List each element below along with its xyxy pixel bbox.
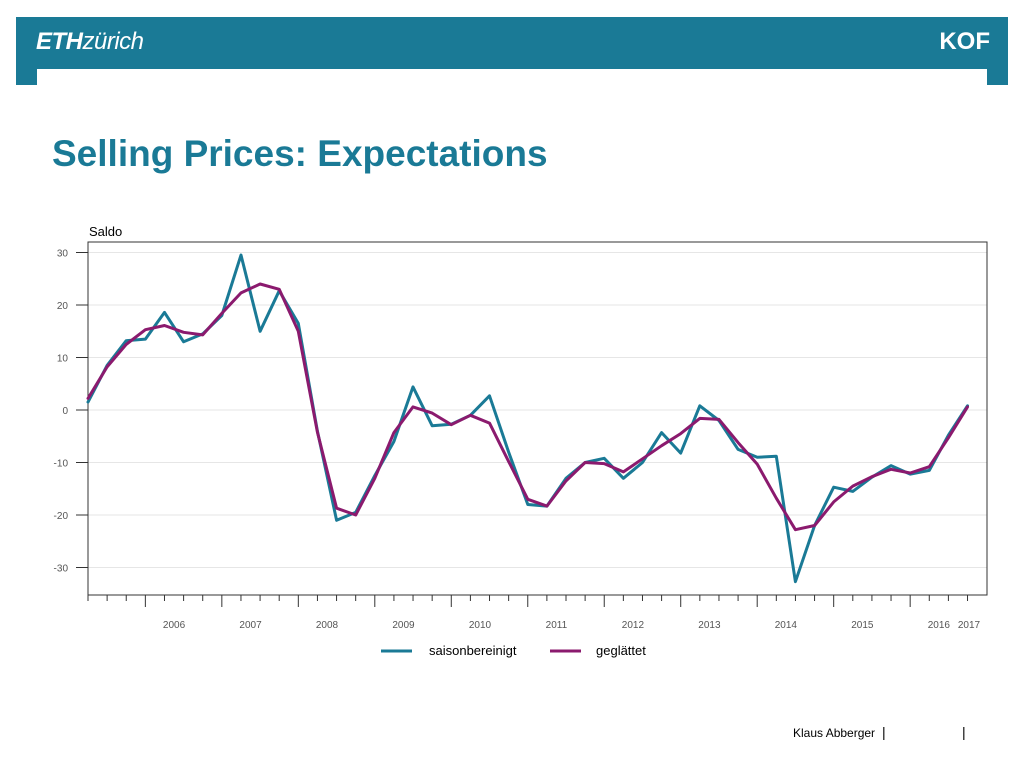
y-tick-label: 10 <box>57 354 69 365</box>
y-axis-label: Saldo <box>89 224 122 239</box>
page-title: Selling Prices: Expectations <box>52 133 548 174</box>
y-tick-label: 20 <box>57 301 69 312</box>
footer-separator-right: | <box>962 724 966 740</box>
y-tick-label: -20 <box>54 511 69 522</box>
logo-eth-bold: ETH <box>36 28 83 55</box>
header-corner-left <box>16 69 37 85</box>
series-line-geglaettet <box>86 282 969 532</box>
footer-separator: | <box>882 724 886 740</box>
y-tick-label: -30 <box>54 564 69 575</box>
x-tick-label: 2013 <box>698 620 721 631</box>
x-tick-label: 2017 <box>958 620 981 631</box>
x-tick-label: 2016 <box>928 620 951 631</box>
footer-author: Klaus Abberger <box>793 726 876 740</box>
legend-label: saisonbereinigt <box>429 643 517 658</box>
header-bar <box>16 17 1008 69</box>
series-line-saisonbereinigt <box>86 253 969 584</box>
x-tick-label: 2012 <box>622 620 645 631</box>
header-corner-right <box>987 69 1008 85</box>
x-tick-label: 2015 <box>851 620 874 631</box>
x-tick-label: 2006 <box>163 620 186 631</box>
y-tick-label: 30 <box>57 249 69 260</box>
y-tick-label: -10 <box>54 459 69 470</box>
x-tick-label: 2010 <box>469 620 492 631</box>
legend-label: geglättet <box>596 643 646 658</box>
logo-zurich-light: zürich <box>82 28 145 55</box>
kof-logo: KOF <box>939 28 990 55</box>
x-tick-label: 2009 <box>392 620 415 631</box>
plot-frame <box>87 241 988 596</box>
x-tick-label: 2007 <box>239 620 262 631</box>
eth-zurich-logo: ETHzürich <box>36 28 144 56</box>
x-tick-label: 2008 <box>316 620 339 631</box>
y-tick-label: 0 <box>62 406 68 417</box>
x-tick-label: 2014 <box>775 620 798 631</box>
x-tick-label: 2011 <box>546 620 568 631</box>
